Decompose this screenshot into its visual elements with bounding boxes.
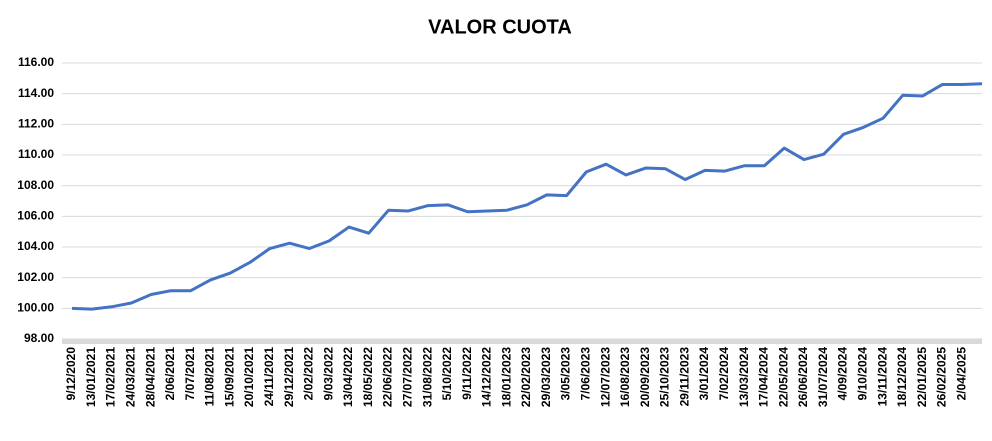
x-tick-label: 29/12/2021 <box>282 347 296 407</box>
x-tick-label: 13/01/2021 <box>84 347 98 407</box>
x-tick-label: 26/06/2024 <box>796 347 810 407</box>
x-tick-label: 22/05/2024 <box>776 347 790 407</box>
x-tick-label: 9/03/2022 <box>321 347 335 401</box>
x-tick-label: 13/11/2024 <box>875 347 889 407</box>
x-tick-label: 20/09/2023 <box>638 347 652 407</box>
x-axis-band <box>62 339 982 344</box>
chart-title: VALOR CUOTA <box>428 16 572 38</box>
x-tick-label: 7/06/2023 <box>579 347 593 401</box>
y-tick-label: 110.00 <box>18 147 54 161</box>
x-tick-label: 29/03/2023 <box>539 347 553 407</box>
x-tick-label: 9/11/2022 <box>460 347 474 400</box>
x-tick-label: 3/01/2024 <box>697 347 711 401</box>
x-tick-label: 24/03/2021 <box>124 347 138 407</box>
x-tick-label: 2/04/2025 <box>954 347 968 401</box>
x-tick-label: 14/12/2022 <box>480 347 494 407</box>
y-tick-label: 98.00 <box>24 331 54 345</box>
x-tick-label: 7/02/2024 <box>717 347 731 401</box>
x-tick-label: 15/09/2021 <box>222 347 236 407</box>
x-tick-label: 9/12/2020 <box>64 347 78 401</box>
y-tick-label: 102.00 <box>17 270 54 284</box>
x-tick-label: 12/07/2023 <box>598 347 612 407</box>
x-tick-label: 25/10/2023 <box>658 347 672 407</box>
x-tick-label: 9/10/2024 <box>855 347 869 401</box>
x-tick-label: 28/04/2021 <box>143 347 157 407</box>
x-tick-label: 20/10/2021 <box>242 347 256 407</box>
x-tick-label: 3/05/2023 <box>559 347 573 401</box>
x-tick-label: 18/05/2022 <box>361 347 375 407</box>
x-tick-label: 2/06/2021 <box>163 347 177 401</box>
x-tick-label: 18/01/2023 <box>499 347 513 407</box>
x-tick-label: 17/04/2024 <box>757 347 771 407</box>
x-tick-label: 13/03/2024 <box>737 347 751 407</box>
x-tick-label: 17/02/2021 <box>104 347 118 407</box>
x-tick-label: 16/08/2023 <box>618 347 632 407</box>
x-tick-label: 26/02/2025 <box>935 347 949 407</box>
series-line <box>71 82 983 311</box>
y-tick-label: 106.00 <box>17 209 54 223</box>
x-tick-label: 24/11/2021 <box>262 347 276 407</box>
x-tick-label: 22/06/2022 <box>381 347 395 407</box>
y-tick-label: 100.00 <box>17 301 54 315</box>
x-tick-label: 11/08/2021 <box>203 347 217 407</box>
x-tick-label: 13/04/2022 <box>341 347 355 407</box>
y-tick-label: 114.00 <box>18 86 54 100</box>
x-tick-label: 29/11/2023 <box>677 347 691 407</box>
x-tick-label: 18/12/2024 <box>895 347 909 407</box>
y-tick-label: 116.00 <box>18 55 54 69</box>
y-tick-label: 104.00 <box>17 239 54 253</box>
x-tick-label: 31/07/2024 <box>816 347 830 407</box>
x-tick-label: 2/02/2022 <box>302 347 316 401</box>
x-tick-label: 4/09/2024 <box>836 347 850 401</box>
y-tick-label: 108.00 <box>17 178 54 192</box>
x-tick-label: 22/02/2023 <box>519 347 533 407</box>
x-tick-label: 22/01/2025 <box>915 347 929 407</box>
x-tick-label: 31/08/2022 <box>420 347 434 407</box>
x-tick-label: 5/10/2022 <box>440 347 454 401</box>
x-tick-label: 27/07/2022 <box>400 347 414 407</box>
y-tick-label: 112.00 <box>18 117 54 131</box>
x-tick-label: 7/07/2021 <box>183 347 197 401</box>
